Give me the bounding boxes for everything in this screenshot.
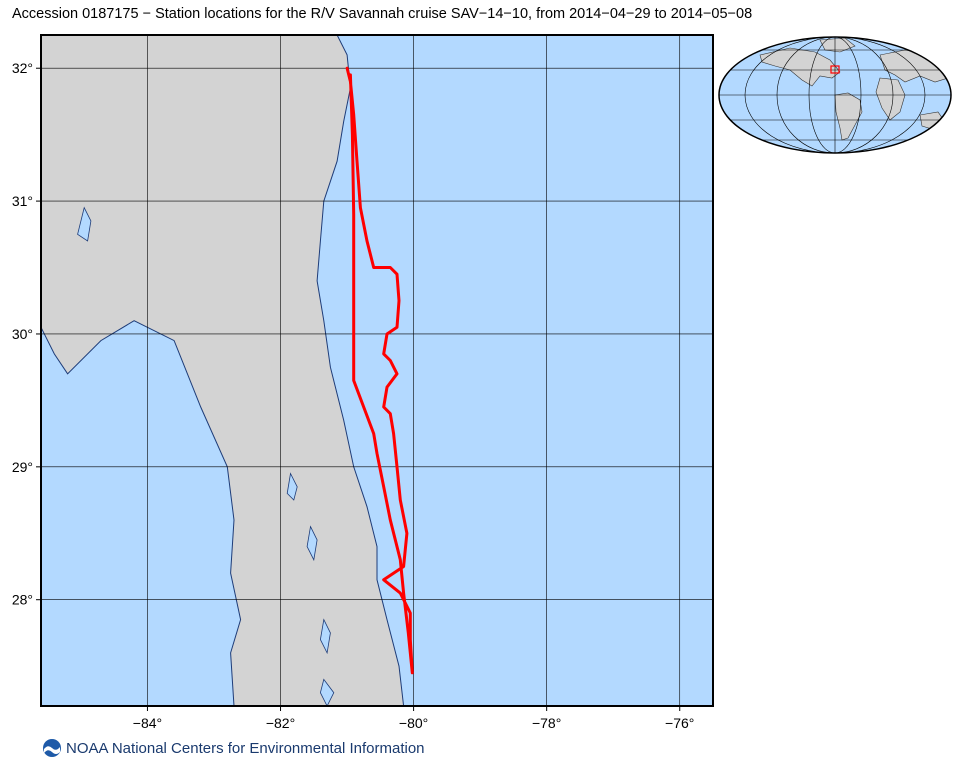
graticule — [41, 35, 713, 706]
tick-label-lon: −84° — [133, 715, 162, 731]
inset-highlight-box — [830, 65, 840, 74]
tick-label-lat: 32° — [12, 60, 33, 76]
tick-label-lon: −78° — [532, 715, 561, 731]
globe-inset-icon — [718, 36, 952, 154]
map-frame — [40, 34, 714, 707]
map-title: Accession 0187175 − Station locations fo… — [12, 6, 753, 22]
noaa-logo-icon — [43, 739, 61, 757]
footer-text: NOAA National Centers for Environmental … — [66, 739, 425, 757]
lake — [306, 525, 318, 562]
tick-label-lon: −80° — [399, 715, 428, 731]
footer: NOAA National Centers for Environmental … — [42, 738, 425, 758]
tick-label-lon: −82° — [266, 715, 295, 731]
tick-label-lat: 30° — [12, 326, 33, 342]
lake — [286, 472, 298, 501]
lake — [319, 678, 335, 706]
tick-label-lat: 31° — [12, 193, 33, 209]
tick-label-lat: 29° — [12, 459, 33, 475]
lake — [77, 206, 92, 242]
lake — [319, 618, 331, 655]
tick-label-lon: −76° — [665, 715, 694, 731]
tick-label-lat: 28° — [12, 592, 33, 608]
cruise-track — [345, 66, 414, 675]
